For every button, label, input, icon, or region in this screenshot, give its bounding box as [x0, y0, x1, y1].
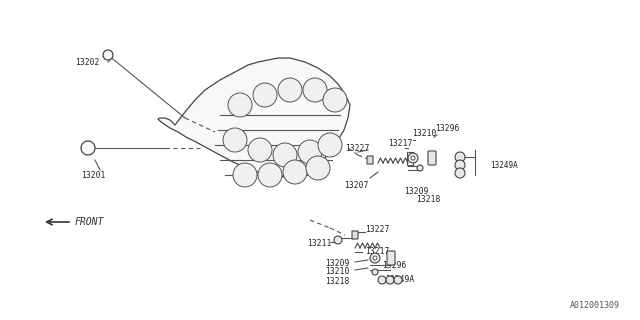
- Text: 13227: 13227: [365, 226, 389, 235]
- Circle shape: [408, 153, 418, 163]
- Circle shape: [318, 133, 342, 157]
- Text: 13201: 13201: [81, 171, 105, 180]
- Circle shape: [455, 152, 465, 162]
- Circle shape: [455, 160, 465, 170]
- Circle shape: [373, 256, 377, 260]
- Circle shape: [378, 276, 386, 284]
- Circle shape: [386, 276, 394, 284]
- Circle shape: [248, 138, 272, 162]
- Circle shape: [258, 163, 282, 187]
- Circle shape: [223, 128, 247, 152]
- Circle shape: [370, 253, 380, 263]
- Text: 13218: 13218: [325, 276, 349, 285]
- Circle shape: [417, 165, 423, 171]
- Circle shape: [103, 50, 113, 60]
- Text: 13209: 13209: [404, 188, 428, 196]
- Circle shape: [298, 140, 322, 164]
- Circle shape: [81, 141, 95, 155]
- Circle shape: [273, 143, 297, 167]
- Text: 13227: 13227: [345, 143, 369, 153]
- Circle shape: [306, 156, 330, 180]
- Text: 13207: 13207: [344, 180, 369, 189]
- Circle shape: [228, 93, 252, 117]
- Text: A012001309: A012001309: [570, 300, 620, 309]
- Polygon shape: [158, 58, 350, 177]
- Circle shape: [455, 168, 465, 178]
- Text: 13218: 13218: [416, 196, 440, 204]
- FancyBboxPatch shape: [367, 156, 373, 164]
- Text: 13296: 13296: [382, 260, 406, 269]
- Circle shape: [233, 163, 257, 187]
- Text: 13209: 13209: [325, 259, 349, 268]
- Circle shape: [411, 156, 415, 160]
- Circle shape: [283, 160, 307, 184]
- Circle shape: [253, 83, 277, 107]
- FancyBboxPatch shape: [387, 251, 395, 265]
- Text: 13249A: 13249A: [385, 276, 414, 284]
- Text: FRONT: FRONT: [75, 217, 104, 227]
- Circle shape: [323, 88, 347, 112]
- Text: 13210: 13210: [325, 268, 349, 276]
- Text: 13211: 13211: [307, 238, 332, 247]
- Text: 13249A: 13249A: [490, 161, 518, 170]
- FancyBboxPatch shape: [352, 231, 358, 239]
- Circle shape: [394, 276, 402, 284]
- Circle shape: [372, 269, 378, 275]
- Circle shape: [303, 78, 327, 102]
- Circle shape: [334, 236, 342, 244]
- Text: 13210: 13210: [412, 129, 436, 138]
- FancyBboxPatch shape: [428, 151, 436, 165]
- Text: 13217: 13217: [388, 139, 412, 148]
- Circle shape: [278, 78, 302, 102]
- Text: 13217: 13217: [365, 247, 389, 257]
- Text: 13202: 13202: [75, 58, 99, 67]
- Text: 13296: 13296: [435, 124, 460, 132]
